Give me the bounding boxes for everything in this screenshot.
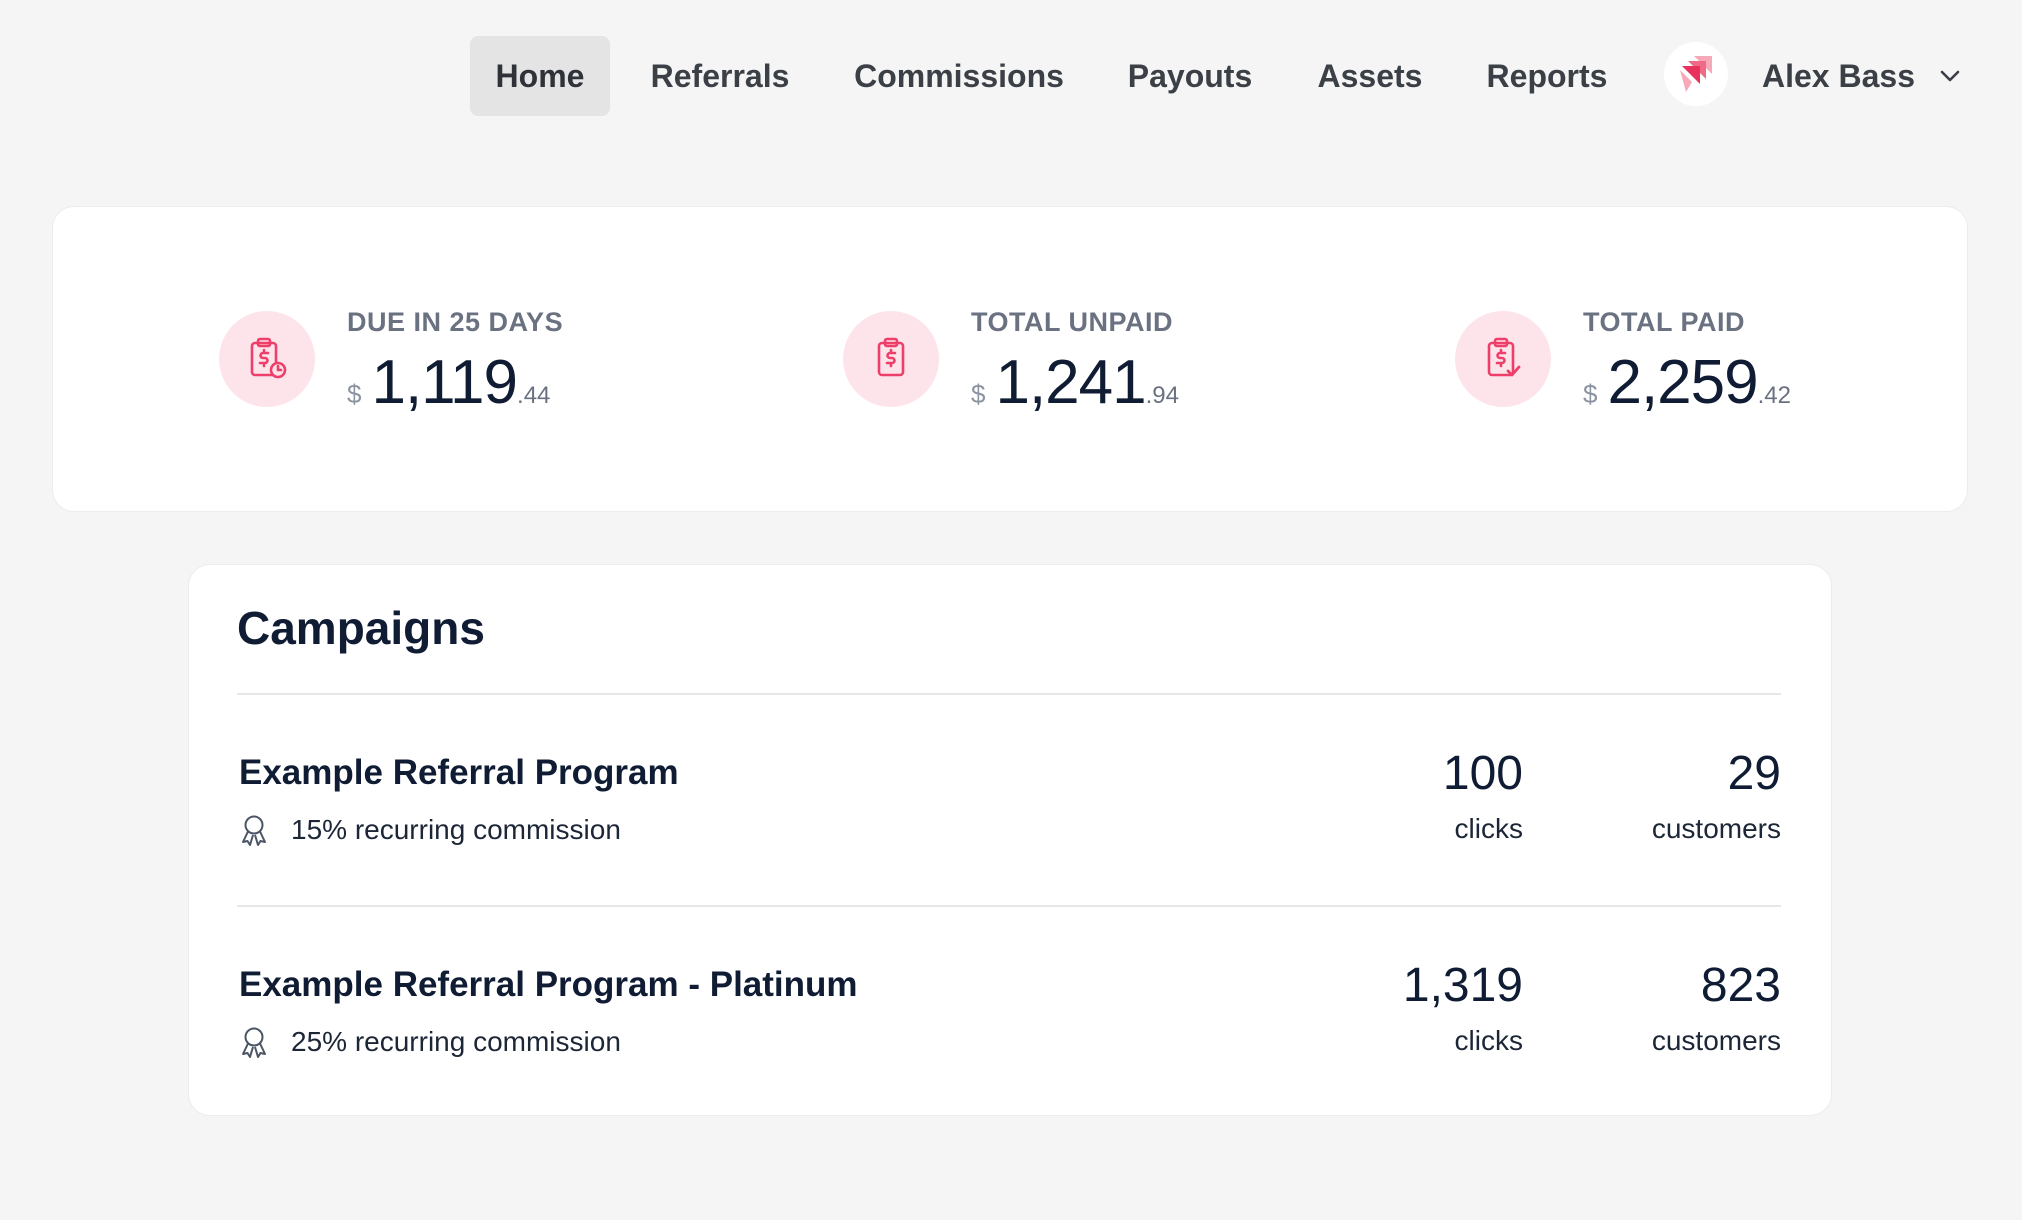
campaign-name[interactable]: Example Referral Program (239, 753, 679, 792)
stacked-cards-logo-icon (1680, 56, 1712, 92)
clipboard-dollar-clock-icon (219, 311, 315, 407)
divider (237, 693, 1781, 695)
clicks-label: clicks (1454, 1025, 1523, 1056)
clicks-label: clicks (1454, 813, 1523, 844)
clicks-value: 1,319 (1402, 959, 1523, 1012)
amount-cents: .44 (517, 382, 551, 409)
nav-item-reports[interactable]: Reports (1486, 57, 1608, 94)
amount-cents: .42 (1757, 382, 1791, 409)
campaign-row[interactable]: Example Referral Program - Platinum 25% … (237, 955, 1781, 1105)
customers-metric: 29 customers (1652, 743, 1781, 845)
campaigns-card: Campaigns Example Referral Program 15% r… (188, 564, 1832, 1116)
stat-label: TOTAL UNPAID (971, 307, 1174, 337)
customers-label: customers (1651, 813, 1781, 844)
clicks-metric: 100 clicks (1443, 743, 1523, 845)
customers-value: 29 (1727, 747, 1781, 800)
amount-integer: 1,241 (995, 348, 1146, 417)
commission-text: 15% recurring commission (291, 814, 621, 845)
payout-summary-card: DUE IN 25 DAYS $ 1,119 .44 TOTAL UNPAID … (52, 206, 1968, 512)
award-ribbon-icon (237, 1025, 271, 1059)
nav-item-commissions[interactable]: Commissions (854, 57, 1064, 94)
clicks-value: 100 (1442, 747, 1523, 800)
customers-value: 823 (1700, 959, 1781, 1012)
top-navigation: Home Referrals Commissions Payouts Asset… (0, 36, 2022, 116)
campaign-commission: 15% recurring commission (237, 813, 621, 847)
campaign-row[interactable]: Example Referral Program 15% recurring c… (237, 743, 1781, 893)
customers-label: customers (1651, 1025, 1781, 1056)
campaign-commission: 25% recurring commission (237, 1025, 621, 1059)
nav-item-home[interactable]: Home (470, 36, 610, 116)
nav-item-payouts[interactable]: Payouts (1127, 57, 1253, 94)
chevron-down-icon[interactable] (1936, 62, 1964, 90)
stat-amount: $ 2,259 .42 (1583, 347, 1791, 418)
user-name[interactable]: Alex Bass (1762, 57, 1915, 94)
clicks-metric: 1,319 clicks (1403, 955, 1523, 1057)
currency-symbol: $ (971, 379, 986, 409)
amount-integer: 2,259 (1607, 348, 1758, 417)
currency-symbol: $ (1583, 379, 1598, 409)
award-ribbon-icon (237, 813, 271, 847)
stat-amount: $ 1,241 .94 (971, 347, 1179, 418)
stat-label: DUE IN 25 DAYS (347, 307, 564, 337)
nav-item-referrals[interactable]: Referrals (650, 57, 790, 94)
commission-text: 25% recurring commission (291, 1026, 621, 1057)
amount-integer: 1,119 (371, 348, 518, 417)
divider (237, 905, 1781, 907)
campaign-name[interactable]: Example Referral Program - Platinum (239, 965, 858, 1004)
campaigns-title: Campaigns (237, 602, 485, 654)
amount-cents: .94 (1145, 382, 1179, 409)
clipboard-dollar-icon (843, 311, 939, 407)
avatar[interactable] (1664, 42, 1728, 106)
customers-metric: 823 customers (1652, 955, 1781, 1057)
nav-item-assets[interactable]: Assets (1317, 57, 1423, 94)
currency-symbol: $ (347, 379, 362, 409)
stat-amount: $ 1,119 .44 (347, 347, 550, 418)
clipboard-dollar-check-icon (1455, 311, 1551, 407)
stat-label: TOTAL PAID (1583, 307, 1746, 337)
